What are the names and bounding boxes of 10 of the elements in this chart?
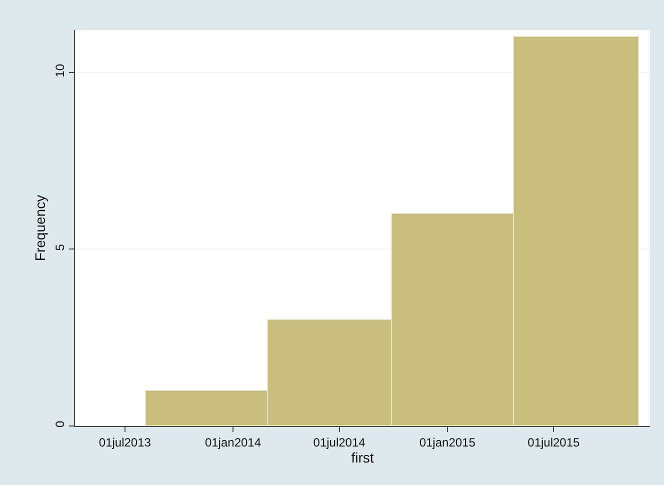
y-tick-label: 5 bbox=[53, 244, 68, 251]
x-tick-label: 01jul2014 bbox=[313, 435, 366, 450]
x-tick-label: 01jul2015 bbox=[528, 435, 580, 450]
x-tick-label: 01jan2014 bbox=[204, 435, 262, 450]
x-tick-label: 01jan2015 bbox=[419, 435, 476, 450]
y-tick-label: 0 bbox=[53, 420, 68, 428]
y-axis-title: Frequency bbox=[32, 194, 48, 262]
y-tick-label: 10 bbox=[53, 64, 68, 78]
x-tick-label: 01jul2013 bbox=[98, 435, 152, 450]
x-axis-title: first bbox=[351, 449, 374, 466]
